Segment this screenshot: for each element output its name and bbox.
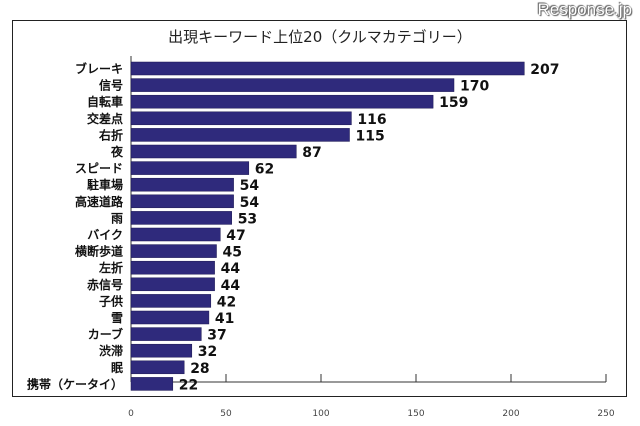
data-label: 32 [198,344,217,360]
category-label: スピード [75,162,123,176]
bar [130,343,193,358]
bar [130,360,185,375]
data-label: 22 [179,377,198,393]
category-label: 高速道路 [75,194,124,209]
data-label: 53 [238,211,257,227]
category-label: 左折 [98,260,123,275]
bar [130,177,234,192]
bar [130,294,212,308]
category-label: 駐車場 [87,177,123,192]
bar [130,377,174,391]
data-label: 116 [357,112,386,128]
x-tick-label: 200 [502,409,519,419]
x-tick-label: 250 [597,409,614,419]
data-label: 54 [240,195,260,211]
bar [130,194,234,209]
x-tick-label: 50 [220,409,232,419]
category-label: 雪 [111,311,123,325]
bar [130,227,221,242]
bar [130,327,202,341]
bar [130,161,250,175]
category-label: 交差点 [87,111,123,126]
category-label: バイク [87,228,123,242]
data-label: 207 [530,62,559,78]
bar [130,78,455,92]
x-tick-label: 100 [312,409,329,419]
category-label: 信号 [99,78,123,93]
bar [130,260,215,275]
category-label: 雨 [111,211,123,225]
chart-title: 出現キーワード上位20（クルマカテゴリー） [168,28,472,46]
data-label: 47 [226,228,245,244]
category-label: 携帯（ケータイ） [27,376,123,391]
bar [130,128,350,142]
chart-frame [12,20,627,397]
category-label: 子供 [99,293,123,308]
data-label: 87 [302,145,321,161]
category-label: 赤信号 [87,277,123,292]
data-label: 42 [217,294,236,310]
bar [130,144,297,159]
bar [130,277,215,292]
data-label: 37 [207,328,226,344]
x-tick-label: 150 [407,409,424,419]
data-label: 44 [221,261,241,277]
data-label: 44 [221,278,241,294]
category-label: 自転車 [87,94,123,109]
category-label: ブレーキ [75,61,123,76]
x-tick-label: 0 [128,409,134,419]
data-label: 115 [356,128,385,144]
category-label: 眠 [111,361,123,375]
category-label: 横断歩道 [75,244,123,259]
category-label: 渋滞 [99,343,123,358]
bar [130,211,232,225]
bar [130,61,525,76]
data-label: 159 [439,95,468,111]
data-label: 54 [240,178,260,194]
data-label: 170 [460,79,489,95]
bar [130,244,217,258]
data-label: 62 [255,162,274,178]
bar [130,310,210,325]
category-label: 右折 [98,127,123,142]
category-label: カーブ [88,327,123,342]
data-label: 45 [223,245,242,261]
bar [130,111,352,126]
data-label: 41 [215,311,234,327]
data-label: 28 [190,361,209,377]
watermark-logo: Response.jp [537,0,632,19]
bar [130,94,434,109]
category-label: 夜 [110,144,124,159]
